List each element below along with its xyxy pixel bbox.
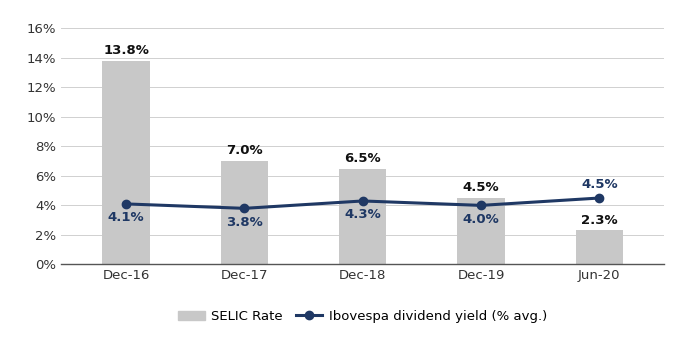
- Text: 4.3%: 4.3%: [344, 208, 381, 221]
- Bar: [576, 231, 623, 264]
- Text: 4.5%: 4.5%: [581, 178, 618, 191]
- Bar: [221, 161, 268, 264]
- Text: 3.8%: 3.8%: [226, 216, 263, 229]
- Legend: SELIC Rate, Ibovespa dividend yield (% avg.): SELIC Rate, Ibovespa dividend yield (% a…: [173, 304, 553, 328]
- Text: 6.5%: 6.5%: [344, 152, 381, 165]
- Text: 4.1%: 4.1%: [108, 211, 144, 224]
- Text: 4.5%: 4.5%: [463, 181, 500, 194]
- Text: 7.0%: 7.0%: [226, 144, 262, 157]
- Text: 4.0%: 4.0%: [462, 213, 500, 226]
- Bar: [102, 61, 150, 264]
- Text: 2.3%: 2.3%: [581, 214, 618, 227]
- Bar: [339, 168, 386, 264]
- Text: 13.8%: 13.8%: [103, 44, 149, 57]
- Bar: [458, 198, 504, 264]
